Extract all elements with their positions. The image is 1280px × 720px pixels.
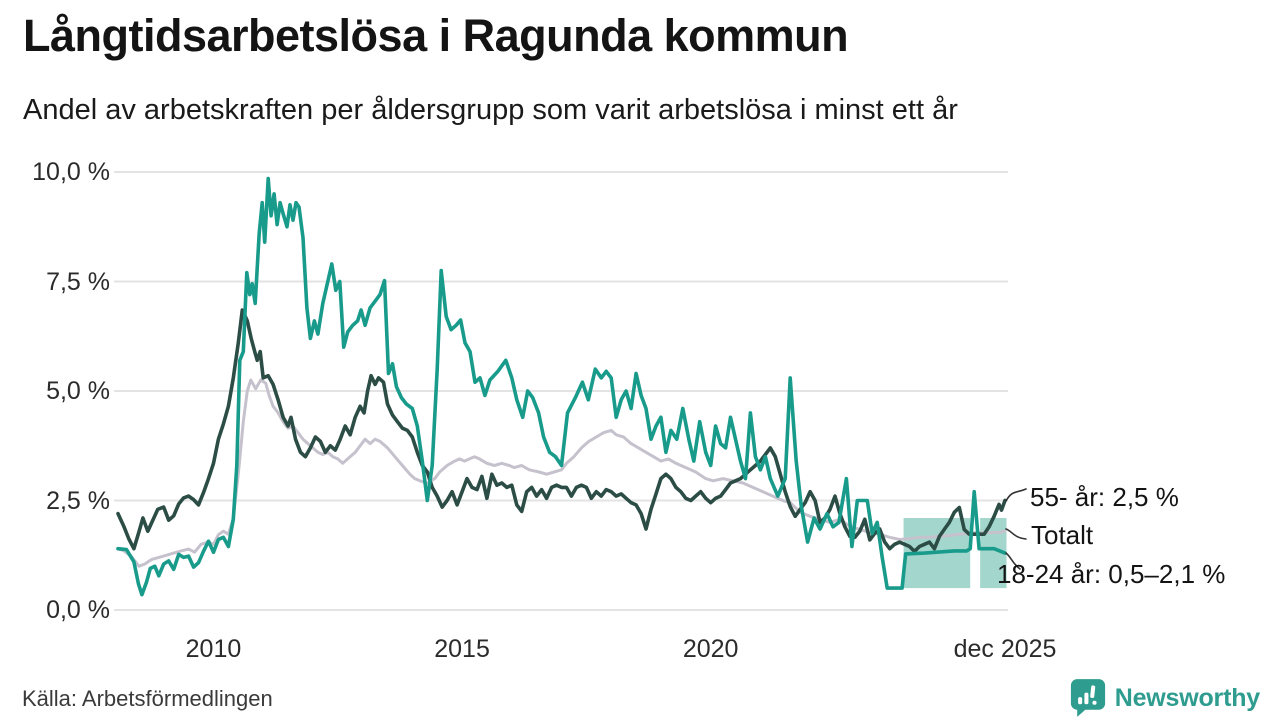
- x-axis-label: 2020: [682, 635, 739, 663]
- series-line-55-r: [116, 308, 1007, 554]
- series-line-18-24-r: [116, 176, 1007, 597]
- y-axis-label: 5,0 %: [46, 377, 110, 405]
- x-axis-label: dec 2025: [953, 635, 1057, 663]
- newsworthy-logo-icon: [1070, 679, 1105, 717]
- source-note: Källa: Arbetsförmedlingen: [22, 686, 273, 711]
- newsworthy-logo-text: Newsworthy: [1114, 683, 1260, 712]
- y-axis-label: 0,0 %: [46, 596, 110, 624]
- newsworthy-logo: Newsworthy: [1070, 678, 1260, 718]
- annotation-connectors: [1005, 488, 1027, 570]
- y-axis-label: 7,5 %: [46, 267, 110, 296]
- chart-subtitle: Andel av arbetskraften per åldersgrupp s…: [23, 94, 958, 126]
- page-title: Långtidsarbetslösa i Ragunda kommun: [23, 10, 849, 61]
- y-axis-label: 2,5 %: [46, 486, 110, 515]
- y-axis-label: 10,0 %: [32, 158, 110, 186]
- annotation-connector-totalt: [1005, 528, 1027, 540]
- annotation-connector-55: [1005, 488, 1027, 502]
- x-axis-label: 2010: [185, 635, 242, 663]
- chart-series: [116, 176, 1007, 597]
- end-label-55: 55- år: 2,5 %: [1030, 482, 1179, 512]
- end-label-totalt: Totalt: [1031, 520, 1094, 550]
- end-label-18-24: 18-24 år: 0,5–2,1 %: [997, 559, 1226, 589]
- x-axis-label: 2015: [434, 635, 490, 663]
- annotation-connector-18-24: [1005, 552, 1021, 570]
